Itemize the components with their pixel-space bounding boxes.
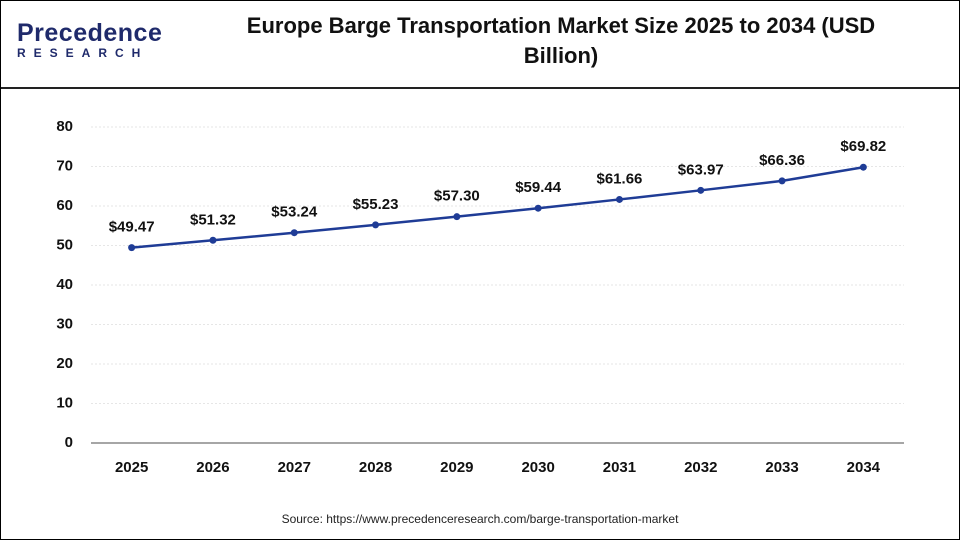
- x-tick-label: 2034: [847, 459, 881, 476]
- data-label: $51.32: [190, 211, 236, 228]
- source: Source: https://www.precedenceresearch.c…: [282, 512, 680, 526]
- y-tick-label: 50: [56, 236, 73, 253]
- data-label: $59.44: [515, 179, 562, 196]
- y-tick-label: 60: [56, 197, 73, 214]
- x-tick-label: 2030: [521, 459, 554, 476]
- y-tick-label: 10: [56, 394, 73, 411]
- series-line: [131, 165, 864, 249]
- data-point: [372, 221, 380, 229]
- x-tick-label: 2026: [196, 459, 229, 476]
- data-label: $63.97: [678, 161, 724, 178]
- data-point: [534, 204, 542, 212]
- data-point: [778, 177, 786, 185]
- data-point: [453, 213, 461, 221]
- x-tick-label: 2031: [603, 459, 636, 476]
- data-point: [859, 163, 867, 171]
- data-label: $69.82: [840, 138, 886, 155]
- x-tick-label: 2028: [359, 459, 392, 476]
- data-point: [128, 244, 136, 252]
- data-label: $61.66: [597, 170, 643, 187]
- logo-tagline: RESEARCH: [17, 46, 149, 60]
- y-tick-label: 80: [56, 118, 73, 135]
- y-tick-label: 20: [56, 355, 73, 372]
- y-tick-label: 40: [56, 276, 73, 293]
- data-point: [290, 229, 298, 237]
- logo-name: Precedence: [17, 19, 163, 47]
- chart-title: Europe Barge Transportation Market Size …: [246, 13, 876, 68]
- x-tick-label: 2033: [765, 459, 798, 476]
- data-label: $55.23: [353, 196, 399, 213]
- header: Precedence RESEARCH Europe Barge Transpo…: [1, 1, 959, 89]
- data-label: $66.36: [759, 152, 805, 169]
- x-tick-label: 2027: [278, 459, 311, 476]
- y-tick-label: 30: [56, 315, 73, 332]
- x-tick-label: 2029: [440, 459, 473, 476]
- data-label: $49.47: [109, 219, 155, 236]
- data-point: [209, 236, 217, 244]
- data-label: $57.30: [434, 188, 480, 205]
- x-tick-label: 2032: [684, 459, 717, 476]
- x-tick-label: 2025: [115, 459, 148, 476]
- y-tick-label: 70: [56, 157, 73, 174]
- y-tick-label: 0: [65, 434, 73, 451]
- data-point: [615, 195, 623, 203]
- logo: Precedence RESEARCH: [17, 19, 162, 60]
- data-point: [697, 186, 705, 194]
- data-label: $53.24: [271, 204, 318, 221]
